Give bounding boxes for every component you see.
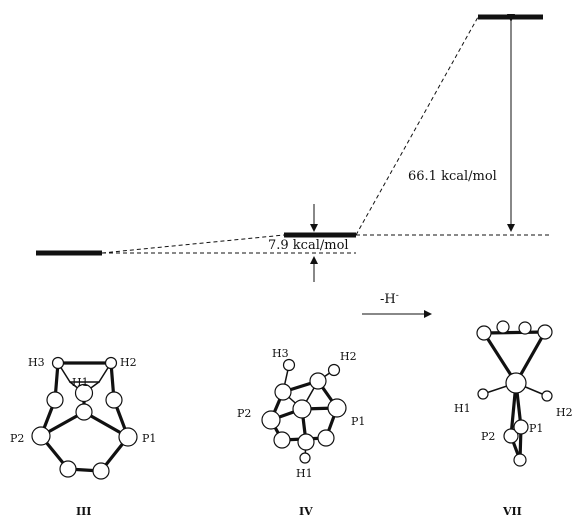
- IV-H2-label: H2: [340, 350, 357, 363]
- energy-label-66: 66.1 kcal/mol: [408, 169, 497, 184]
- energy-label-79: 7.9 kcal/mol: [268, 238, 349, 253]
- reaction-label: -H-: [380, 291, 399, 307]
- VII-H2-label: H2: [556, 406, 573, 419]
- structure-VII: H1 H2 P2 P1 VII: [454, 320, 573, 518]
- III-H3-label: H3: [28, 356, 45, 369]
- IV-H1-label: H1: [296, 467, 313, 480]
- VII-P1-label: P1: [529, 422, 543, 435]
- III-label: III: [76, 505, 91, 518]
- III-P2-label: P2: [10, 432, 24, 445]
- structure-III: H3 H2 H1 P2 P1 III: [10, 356, 156, 518]
- connector-IV-VII: [355, 16, 479, 236]
- III-P1-label: P1: [142, 432, 156, 445]
- VII-label: VII: [502, 505, 522, 518]
- III-H2-label: H2: [120, 356, 137, 369]
- IV-H3-label: H3: [272, 347, 289, 360]
- VII-H1-label: H1: [454, 402, 471, 415]
- connector-III-IV: [101, 234, 285, 254]
- VII-P2-label: P2: [481, 430, 495, 443]
- III-H1-label: H1: [72, 376, 89, 389]
- IV-P2-label: P2: [237, 407, 251, 420]
- IV-label: IV: [299, 505, 313, 518]
- structure-IV: H3 H2 P2 P1 H1 IV: [237, 347, 365, 518]
- IV-P1-label: P1: [351, 415, 365, 428]
